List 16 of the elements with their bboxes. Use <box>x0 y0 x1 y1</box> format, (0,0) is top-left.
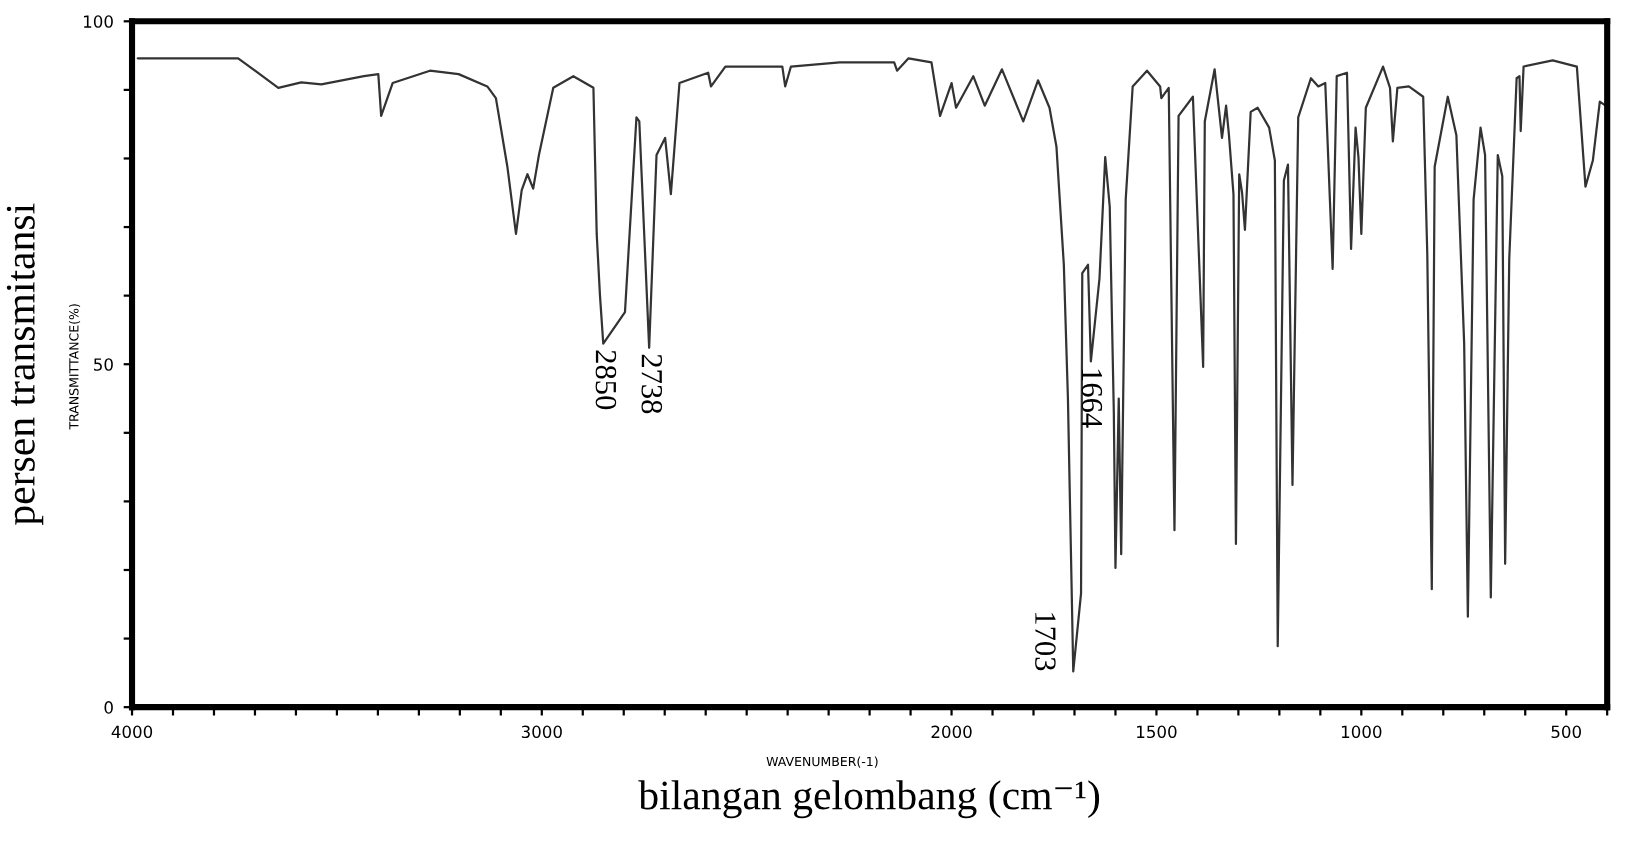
x-tick-label: 3000 <box>521 725 562 739</box>
y-tick-label: 100 <box>83 15 113 28</box>
x-tick-label: 4000 <box>111 725 153 739</box>
annotation: 1664 <box>1081 369 1103 428</box>
x-tick-label: 2000 <box>931 725 972 739</box>
annotation: 2738 <box>641 354 663 414</box>
y-tick-label: 50 <box>94 358 113 371</box>
y-axis-title: persen transmitansi <box>6 203 44 525</box>
line-series <box>136 57 1607 673</box>
x-tick-label: 1000 <box>1341 725 1382 739</box>
x-tick-label: 1500 <box>1137 725 1177 739</box>
y-tick-label: 0 <box>104 701 113 714</box>
x-tick-label: 500 <box>1551 725 1581 739</box>
annotation: 2850 <box>595 350 617 410</box>
annotation: 1703 <box>1035 613 1056 671</box>
x-axis-title: bilangan gelombang (cm⁻¹) <box>638 780 1100 819</box>
